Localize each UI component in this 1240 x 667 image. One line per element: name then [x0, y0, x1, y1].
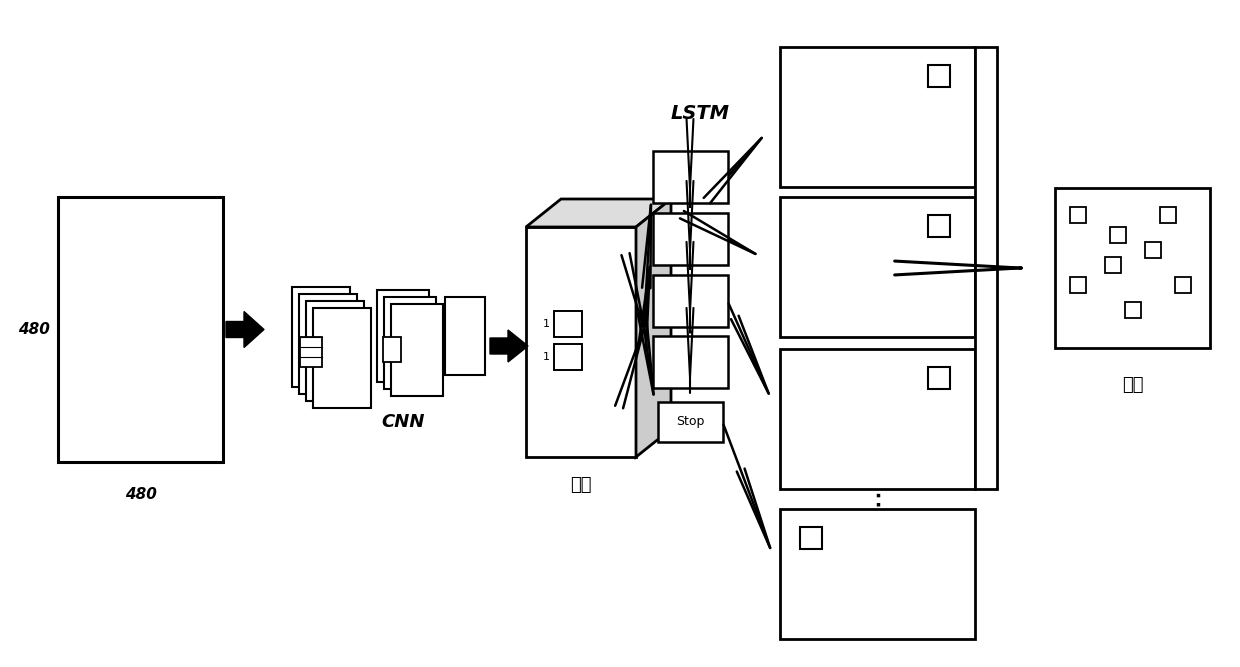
- Bar: [554, 344, 582, 370]
- Bar: [1145, 242, 1161, 258]
- Bar: [445, 297, 485, 375]
- Text: CNN: CNN: [381, 413, 425, 431]
- Text: LSTM: LSTM: [671, 104, 729, 123]
- Bar: [780, 349, 975, 489]
- Bar: [800, 527, 822, 549]
- Bar: [377, 290, 429, 382]
- Bar: [526, 227, 636, 457]
- Bar: [780, 509, 975, 639]
- Polygon shape: [636, 199, 671, 457]
- Polygon shape: [226, 311, 264, 348]
- Bar: [1070, 207, 1086, 223]
- Bar: [391, 304, 443, 396]
- Bar: [554, 311, 582, 337]
- Bar: [652, 151, 728, 203]
- Bar: [1176, 277, 1190, 293]
- Bar: [928, 367, 950, 389]
- Bar: [383, 337, 401, 362]
- Bar: [1159, 207, 1176, 223]
- Bar: [652, 275, 728, 327]
- Bar: [652, 336, 728, 388]
- Text: 480: 480: [124, 487, 156, 502]
- Text: 输出: 输出: [1122, 376, 1143, 394]
- Text: 1: 1: [543, 319, 549, 329]
- Bar: [300, 337, 322, 367]
- Bar: [780, 47, 975, 187]
- Bar: [58, 197, 223, 462]
- Bar: [1125, 302, 1141, 318]
- Bar: [928, 215, 950, 237]
- Bar: [780, 197, 975, 337]
- Bar: [312, 308, 371, 408]
- Text: 480: 480: [19, 322, 50, 337]
- Text: 特征: 特征: [570, 476, 591, 494]
- Bar: [291, 287, 350, 387]
- Polygon shape: [526, 199, 671, 227]
- Bar: [1105, 257, 1121, 273]
- Bar: [384, 297, 436, 389]
- Bar: [652, 213, 728, 265]
- Bar: [1070, 277, 1086, 293]
- Bar: [299, 294, 357, 394]
- Bar: [928, 65, 950, 87]
- Text: 1: 1: [543, 352, 549, 362]
- Bar: [306, 301, 365, 401]
- Bar: [1055, 188, 1210, 348]
- Text: Stop: Stop: [676, 416, 704, 428]
- Bar: [1110, 227, 1126, 243]
- Polygon shape: [490, 330, 528, 362]
- Bar: [657, 402, 723, 442]
- Bar: [975, 47, 997, 489]
